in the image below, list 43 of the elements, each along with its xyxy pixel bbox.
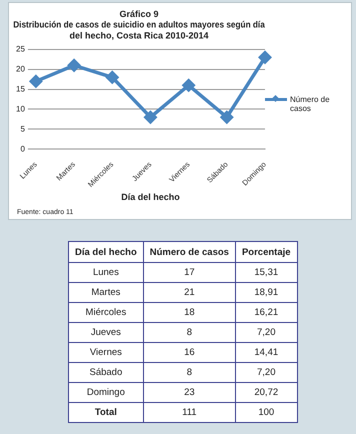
data-label: 8	[143, 362, 236, 382]
data-label: 23	[143, 382, 236, 402]
data-label: 7,20	[235, 322, 298, 342]
category-label: Martes	[68, 282, 144, 302]
data-label: 16	[143, 342, 236, 362]
data-label: 21	[143, 282, 236, 302]
data-label: 7,20	[235, 362, 298, 382]
y-tick-label: 20	[16, 64, 26, 74]
data-label: 20,72	[235, 382, 298, 402]
data-label: 18	[143, 302, 236, 322]
legend-label: Número de casos	[290, 95, 331, 113]
category-label: Domingo	[68, 382, 144, 402]
x-axis-title: Día del hecho	[121, 192, 180, 202]
y-tick-label: 25	[16, 44, 26, 54]
data-label: 17	[143, 262, 236, 282]
y-tick-label: 0	[20, 144, 26, 154]
point	[182, 79, 195, 92]
point	[144, 110, 157, 124]
point	[258, 51, 272, 64]
category-label: Total	[68, 402, 144, 422]
category-label: Miércoles	[68, 302, 144, 322]
category-label: Jueves	[68, 322, 144, 342]
data-label: 8	[143, 322, 236, 342]
category-label: Sábado	[68, 362, 144, 382]
text: Día del hecho	[68, 242, 144, 262]
data-label: 18,91	[235, 282, 298, 302]
point	[68, 59, 80, 72]
text: Porcentaje	[235, 242, 298, 262]
data-label: 16,21	[235, 302, 298, 322]
chart-title: Gráfico 9 Distribución de casos de suicidio en adultos mayores según día del hecho, Costa Rica 2010-2014	[13, 8, 265, 40]
category-label: Viernes	[68, 342, 144, 362]
y-tick-label: 15	[16, 84, 26, 94]
point	[106, 71, 119, 84]
y-tick-label: 10	[16, 104, 26, 114]
category-label: Lunes	[68, 262, 144, 282]
series-label: Número de casos	[143, 242, 236, 262]
data-label: 15,31	[235, 262, 298, 282]
data-label: 111	[143, 402, 236, 422]
data-label: 100	[235, 402, 298, 422]
point	[30, 75, 42, 88]
y-tick-label: 5	[20, 124, 26, 134]
data-label: 14,41	[235, 342, 298, 362]
point	[220, 110, 234, 124]
